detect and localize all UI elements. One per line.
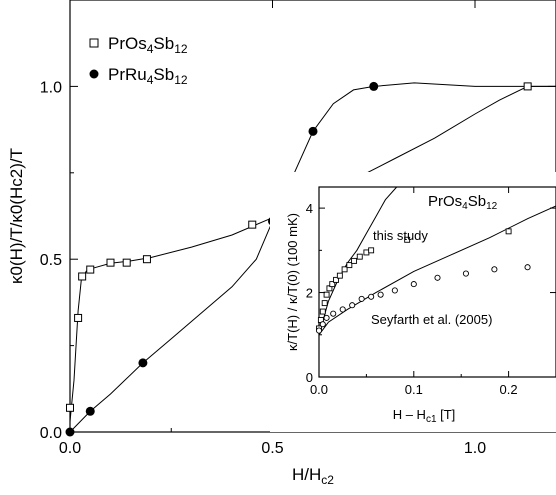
inset-square-point-7 [333,276,340,283]
inset-square-point-13 [363,249,370,256]
inset-curves [318,186,556,336]
inset-circle-point-2 [323,314,330,321]
main-square-point-4 [106,258,115,267]
main-x-axis-title: H/Hc2 [292,465,334,487]
inset-square-point-15 [404,236,411,243]
main-square-point-3 [86,265,95,274]
inset-circle-point-13 [491,266,498,273]
inset-circle-point-1 [319,321,326,328]
annotation-this-study: this study [373,228,428,243]
inset-circle-point-9 [391,287,398,294]
inset-square-point-10 [346,262,353,269]
main-y-ticks: 0.0 0.5 1.0 [40,79,556,442]
main-circle-point-4 [308,126,318,136]
inset-markers [315,228,531,334]
main-square-point-8 [523,82,532,91]
inset-x-tick-label-1: 0.1 [405,382,423,397]
main-x-axis-title-sub: c2 [321,473,334,487]
inset-circle-point-4 [339,306,346,313]
main-y-tick-label-0: 0.0 [40,425,62,442]
main-circle-point-1 [85,406,95,416]
inset-curve-series-1 [318,205,556,336]
inset-y-tick-label-1: 2 [306,286,313,301]
main-square-point-2 [78,272,87,281]
inset-plot-frame [318,186,556,378]
inset-circle-point-7 [368,293,375,300]
legend-label-pros4sb12: PrOs4Sb12 [108,34,188,56]
inset-circle-point-5 [349,302,356,309]
inset-background [270,172,556,432]
main-square-point-6 [142,255,151,264]
main-circle-point-5 [369,81,379,91]
main-x-tick-label-0: 0.0 [59,440,81,457]
inset-square-point-3 [321,300,328,307]
inset-plot: 0.0 0.1 0.2 0 2 4 PrOs4Sb12 this study Seyfa… [270,172,556,432]
main-y-tick-label-2: 1.0 [40,79,62,96]
inset-circle-point-11 [434,274,441,281]
inset-circle-point-14 [524,264,531,271]
inset-square-point-2 [319,308,326,315]
inset-y-axis-title: κ/T(H) / κ/T(0) (100 mK) [285,213,300,351]
inset-title: PrOs4Sb12 [428,193,498,212]
main-x-ticks: 0.0 0.5 1.0 [59,0,486,457]
inset-x-ticks: 0.0 0.1 0.2 [310,187,518,397]
main-y-tick-label-1: 0.5 [40,252,62,269]
inset-y-tick-label-2: 4 [306,201,313,216]
main-square-point-7 [248,220,257,229]
inset-circle-point-10 [410,281,417,288]
inset-circle-point-8 [377,291,384,298]
inset-circle-point-12 [462,270,469,277]
main-circle-point-2 [138,358,148,368]
inset-square-point-4 [323,291,330,298]
inset-square-point-14 [368,247,375,254]
inset-square-point-6 [329,281,336,288]
main-square-point-1 [74,313,83,322]
legend-label-prru4sb12: PrRu4Sb12 [108,65,188,87]
main-x-tick-label-2: 1.0 [464,440,486,457]
inset-circle-point-6 [358,295,365,302]
annotation-seyfarth: Seyfarth et al. (2005) [371,312,492,327]
legend-square-marker [89,38,99,48]
inset-square-point-11 [351,257,358,264]
main-x-tick-label-1: 0.5 [261,440,283,457]
main-y-axis-title: κ0(H)/T/κ0(Hc2)/T [7,148,26,284]
main-square-point-0 [66,403,74,412]
inset-y-tick-label-0: 0 [306,370,313,385]
inset-x-tick-label-0: 0.0 [310,382,328,397]
inset-curve-series-0 [318,186,398,335]
main-square-point-5 [122,258,131,267]
main-x-axis-title-main: H/H [292,465,321,484]
inset-square-point-9 [341,266,348,273]
inset-square-point-12 [356,253,363,260]
inset-circle-point-0 [315,327,323,334]
inset-x-tick-label-2: 0.2 [500,382,518,397]
legend: PrOs4Sb12 PrRu4Sb12 [89,34,188,87]
inset-square-point-16 [505,228,512,235]
legend-circle-marker [89,69,99,79]
inset-x-axis-title: H – Hc1 [T] [393,407,456,425]
inset-square-point-8 [336,272,343,279]
inset-y-ticks: 0 2 4 [306,201,556,385]
inset-circle-point-3 [330,310,337,317]
